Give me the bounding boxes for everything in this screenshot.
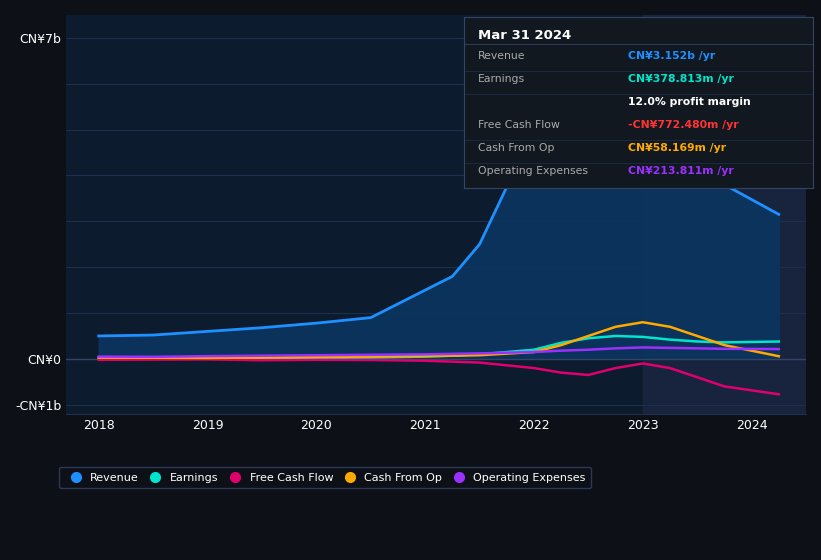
- Text: CN¥58.169m /yr: CN¥58.169m /yr: [628, 143, 726, 153]
- Text: Free Cash Flow: Free Cash Flow: [478, 120, 560, 130]
- Text: Operating Expenses: Operating Expenses: [478, 166, 588, 176]
- Text: -CN¥772.480m /yr: -CN¥772.480m /yr: [628, 120, 738, 130]
- Legend: Revenue, Earnings, Free Cash Flow, Cash From Op, Operating Expenses: Revenue, Earnings, Free Cash Flow, Cash …: [59, 467, 591, 488]
- Text: CN¥3.152b /yr: CN¥3.152b /yr: [628, 51, 715, 61]
- Text: Earnings: Earnings: [478, 74, 525, 84]
- Text: CN¥378.813m /yr: CN¥378.813m /yr: [628, 74, 734, 84]
- Text: Revenue: Revenue: [478, 51, 525, 61]
- Text: Cash From Op: Cash From Op: [478, 143, 554, 153]
- Bar: [643, 15, 806, 414]
- Text: CN¥213.811m /yr: CN¥213.811m /yr: [628, 166, 734, 176]
- Text: Mar 31 2024: Mar 31 2024: [478, 29, 571, 42]
- Text: 12.0% profit margin: 12.0% profit margin: [628, 97, 750, 107]
